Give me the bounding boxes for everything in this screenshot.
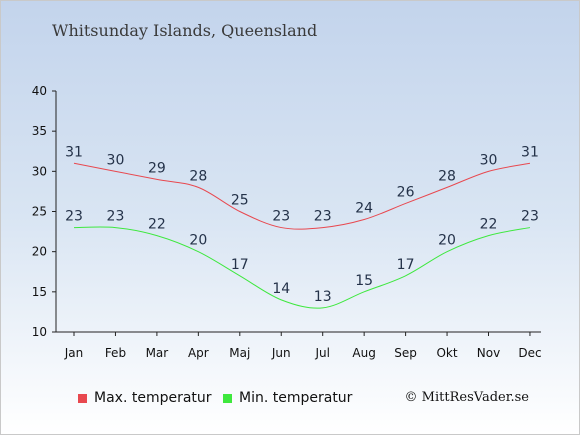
y-tick-label: 10 [32,325,47,339]
data-label-max: 29 [148,160,166,176]
data-label-max: 25 [231,193,249,209]
data-label-max: 28 [438,168,456,184]
credit-text: © MittResVader.se [404,390,529,405]
data-label-min: 20 [438,233,456,249]
data-label-min: 23 [107,209,125,225]
data-label-min: 14 [272,281,290,297]
data-label-min: 13 [314,289,332,305]
x-tick-label: Apr [188,346,209,360]
series-line-min [73,226,531,309]
data-label-max: 28 [189,168,207,184]
y-tick-label: 25 [32,205,47,219]
data-label-min: 22 [148,217,166,233]
series-line-max [73,162,531,230]
data-label-min: 23 [65,209,83,225]
data-label-min: 23 [521,209,539,225]
data-label-min: 15 [355,273,373,289]
x-tick-label: Jun [271,346,291,360]
data-label-max: 24 [355,201,373,217]
legend-label-min: Min. temperatur [239,390,353,406]
y-tick-label: 40 [32,84,47,98]
legend-swatch-min [223,393,232,403]
data-label-max: 23 [272,209,290,225]
x-tick-label: Sep [394,346,417,360]
data-label-max: 30 [480,152,498,168]
x-tick-label: Okt [436,346,457,360]
x-tick-label: Mar [146,346,169,360]
data-label-max: 23 [314,209,332,225]
data-label-min: 17 [397,257,415,273]
x-tick-label: Jul [314,346,329,360]
legend-swatch-max [78,393,87,403]
x-tick-label: Nov [477,346,500,360]
data-label-max: 31 [65,144,83,160]
y-tick-label: 20 [32,245,47,259]
x-tick-label: Feb [105,346,126,360]
data-label-min: 17 [231,257,249,273]
x-tick-label: Jan [64,346,84,360]
data-label-min: 22 [480,217,498,233]
data-label-max: 31 [521,144,539,160]
data-label-max: 26 [397,184,415,200]
chart-title: Whitsunday Islands, Queensland [52,21,318,40]
y-tick-label: 35 [32,124,47,138]
legend-label-max: Max. temperatur [94,390,212,406]
x-tick-label: Dec [518,346,541,360]
legend-item-min: Min. temperatur [223,390,352,406]
data-label-max: 30 [107,152,125,168]
x-tick-label: Maj [229,346,250,360]
y-tick-label: 30 [32,164,47,178]
legend-item-max: Max. temperatur [78,390,212,406]
x-tick-label: Aug [352,346,375,360]
y-tick-label: 15 [32,285,47,299]
data-label-min: 20 [189,233,207,249]
